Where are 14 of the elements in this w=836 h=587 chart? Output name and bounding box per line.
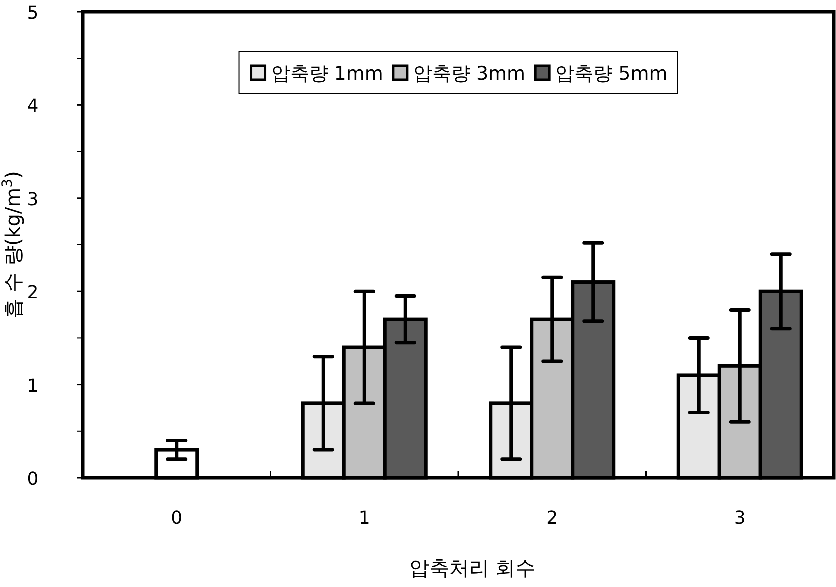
y-tick-label: 3 (27, 189, 39, 210)
x-tick-label: 3 (734, 508, 746, 529)
x-tick-label: 2 (546, 508, 558, 529)
x-axis-title: 압축처리 회수 (409, 556, 536, 580)
x-tick-label: 1 (358, 508, 370, 529)
y-tick-label: 0 (27, 469, 39, 490)
y-tick-label: 2 (27, 282, 39, 304)
legend-label: 압축량 3mm (413, 63, 526, 85)
y-tick-label: 1 (27, 376, 39, 397)
legend-label: 압축량 5mm (556, 63, 668, 85)
y-tick-label: 4 (27, 96, 39, 118)
y-tick-label: 5 (27, 3, 39, 24)
x-tick-label: 0 (171, 508, 183, 529)
legend-label: 압축량 1mm (271, 63, 384, 85)
